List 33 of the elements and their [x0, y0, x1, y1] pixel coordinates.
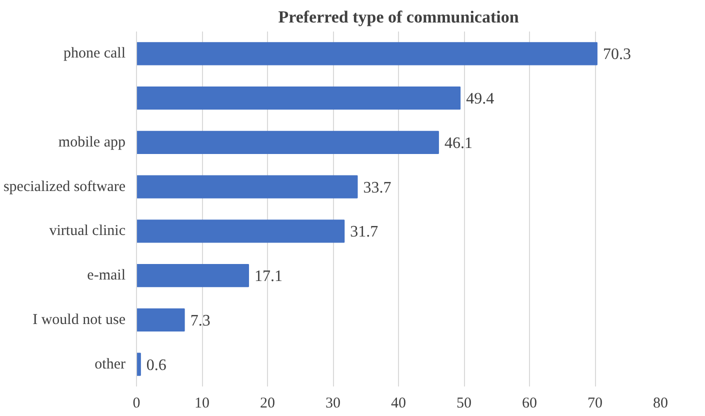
bar	[136, 220, 345, 243]
data-label: 31.7	[350, 224, 378, 241]
data-label: 46.1	[444, 134, 472, 152]
x-tick-label: 0	[132, 396, 140, 412]
bar	[136, 308, 185, 332]
y-tick-label: I would not use	[32, 312, 126, 328]
y-tick-label: e-mail	[87, 268, 126, 284]
y-tick-label: phone call	[63, 46, 126, 62]
y-tick-label: other	[94, 356, 126, 372]
y-tick-label: specialized software	[3, 178, 126, 195]
bar	[136, 130, 439, 154]
bar	[136, 42, 598, 66]
x-tick-label: 60	[522, 396, 537, 412]
data-label: 49.4	[466, 90, 494, 108]
bar	[136, 175, 358, 198]
chart-title: Preferred type of communication	[278, 8, 520, 26]
y-tick-label: mobile app	[58, 134, 126, 150]
x-tick-label: 40	[391, 396, 406, 412]
data-label: 17.1	[254, 268, 283, 286]
data-label: 70.3	[602, 46, 631, 64]
data-label: 33.7	[363, 179, 392, 196]
x-tick-label: 30	[326, 396, 340, 412]
x-tick-label: 10	[194, 396, 210, 412]
bar	[136, 86, 461, 110]
y-tick-label: virtual clinic	[49, 223, 126, 240]
x-tick-label: 50	[456, 396, 472, 412]
x-tick-label: 20	[260, 396, 275, 412]
data-label: 0.6	[146, 356, 166, 374]
x-tick-label: 70	[588, 396, 602, 412]
data-label: 7.3	[190, 312, 210, 330]
bar	[136, 352, 141, 376]
x-tick-label: 80	[653, 396, 668, 412]
bar	[136, 264, 250, 288]
